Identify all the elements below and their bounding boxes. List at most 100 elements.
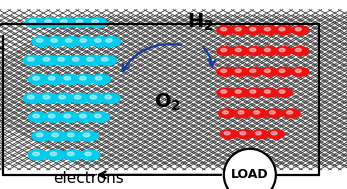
Circle shape bbox=[295, 69, 301, 72]
Circle shape bbox=[36, 39, 43, 42]
Circle shape bbox=[90, 112, 110, 123]
Circle shape bbox=[274, 88, 293, 98]
Circle shape bbox=[274, 25, 293, 35]
Circle shape bbox=[33, 114, 40, 118]
Text: electrons: electrons bbox=[53, 171, 124, 186]
Circle shape bbox=[274, 46, 293, 56]
Circle shape bbox=[85, 93, 106, 104]
Circle shape bbox=[52, 133, 59, 137]
Circle shape bbox=[245, 46, 264, 56]
Circle shape bbox=[231, 25, 249, 35]
Circle shape bbox=[64, 114, 71, 118]
Circle shape bbox=[265, 108, 283, 119]
Circle shape bbox=[62, 149, 83, 161]
Circle shape bbox=[255, 132, 261, 135]
Circle shape bbox=[31, 130, 52, 142]
Circle shape bbox=[264, 28, 270, 31]
Circle shape bbox=[269, 111, 275, 114]
Circle shape bbox=[235, 69, 241, 72]
Circle shape bbox=[250, 48, 256, 52]
Circle shape bbox=[36, 133, 43, 137]
Circle shape bbox=[75, 74, 95, 85]
Circle shape bbox=[274, 67, 293, 77]
Circle shape bbox=[43, 74, 64, 85]
Circle shape bbox=[46, 36, 67, 47]
Circle shape bbox=[59, 95, 66, 99]
Circle shape bbox=[45, 149, 66, 161]
Circle shape bbox=[250, 90, 256, 93]
Circle shape bbox=[90, 74, 111, 85]
Circle shape bbox=[64, 76, 71, 80]
Circle shape bbox=[80, 39, 87, 42]
Circle shape bbox=[287, 111, 293, 114]
Text: $\mathbf{H_2}$: $\mathbf{H_2}$ bbox=[187, 12, 214, 33]
Circle shape bbox=[216, 67, 235, 77]
Circle shape bbox=[58, 57, 65, 61]
Circle shape bbox=[245, 25, 264, 35]
Circle shape bbox=[67, 152, 74, 156]
Circle shape bbox=[43, 57, 50, 61]
Circle shape bbox=[45, 20, 52, 23]
Circle shape bbox=[33, 152, 40, 156]
Circle shape bbox=[67, 133, 74, 137]
Circle shape bbox=[231, 88, 249, 98]
Circle shape bbox=[76, 20, 83, 23]
Circle shape bbox=[279, 28, 285, 31]
Circle shape bbox=[282, 108, 301, 119]
Text: LOAD: LOAD bbox=[231, 168, 269, 181]
Circle shape bbox=[79, 76, 86, 80]
Circle shape bbox=[260, 46, 279, 56]
Circle shape bbox=[87, 57, 94, 61]
Circle shape bbox=[48, 114, 55, 118]
Circle shape bbox=[279, 48, 285, 52]
Circle shape bbox=[218, 108, 237, 119]
Circle shape bbox=[245, 88, 264, 98]
Circle shape bbox=[38, 55, 59, 66]
Circle shape bbox=[74, 95, 81, 99]
Circle shape bbox=[101, 57, 108, 61]
Circle shape bbox=[216, 88, 235, 98]
Circle shape bbox=[56, 17, 76, 28]
Circle shape bbox=[234, 108, 252, 119]
Circle shape bbox=[279, 90, 285, 93]
Circle shape bbox=[264, 69, 270, 72]
Circle shape bbox=[291, 67, 310, 77]
Circle shape bbox=[254, 111, 260, 114]
Circle shape bbox=[221, 69, 227, 72]
Circle shape bbox=[69, 93, 90, 104]
Circle shape bbox=[27, 57, 34, 61]
Circle shape bbox=[27, 95, 34, 99]
Circle shape bbox=[60, 20, 67, 23]
Circle shape bbox=[240, 132, 246, 135]
Circle shape bbox=[245, 67, 264, 77]
Circle shape bbox=[220, 129, 238, 139]
Circle shape bbox=[92, 20, 99, 23]
Circle shape bbox=[83, 133, 90, 137]
Circle shape bbox=[28, 149, 49, 161]
Circle shape bbox=[250, 28, 256, 31]
Circle shape bbox=[266, 129, 285, 139]
Circle shape bbox=[75, 112, 95, 123]
Circle shape bbox=[249, 108, 268, 119]
Circle shape bbox=[221, 28, 227, 31]
Circle shape bbox=[221, 90, 227, 93]
Circle shape bbox=[23, 55, 43, 66]
Circle shape bbox=[90, 36, 110, 47]
Circle shape bbox=[47, 130, 68, 142]
Circle shape bbox=[72, 57, 79, 61]
Circle shape bbox=[95, 76, 102, 80]
Circle shape bbox=[59, 74, 80, 85]
Circle shape bbox=[295, 28, 301, 31]
Circle shape bbox=[23, 93, 43, 104]
Circle shape bbox=[28, 112, 49, 123]
Circle shape bbox=[279, 69, 285, 72]
Circle shape bbox=[295, 48, 301, 52]
Circle shape bbox=[78, 130, 99, 142]
Circle shape bbox=[222, 111, 228, 114]
Circle shape bbox=[235, 90, 241, 93]
Circle shape bbox=[43, 112, 64, 123]
Bar bbox=[17, 9, 118, 170]
Circle shape bbox=[87, 17, 108, 28]
Circle shape bbox=[75, 36, 96, 47]
Circle shape bbox=[291, 46, 310, 56]
